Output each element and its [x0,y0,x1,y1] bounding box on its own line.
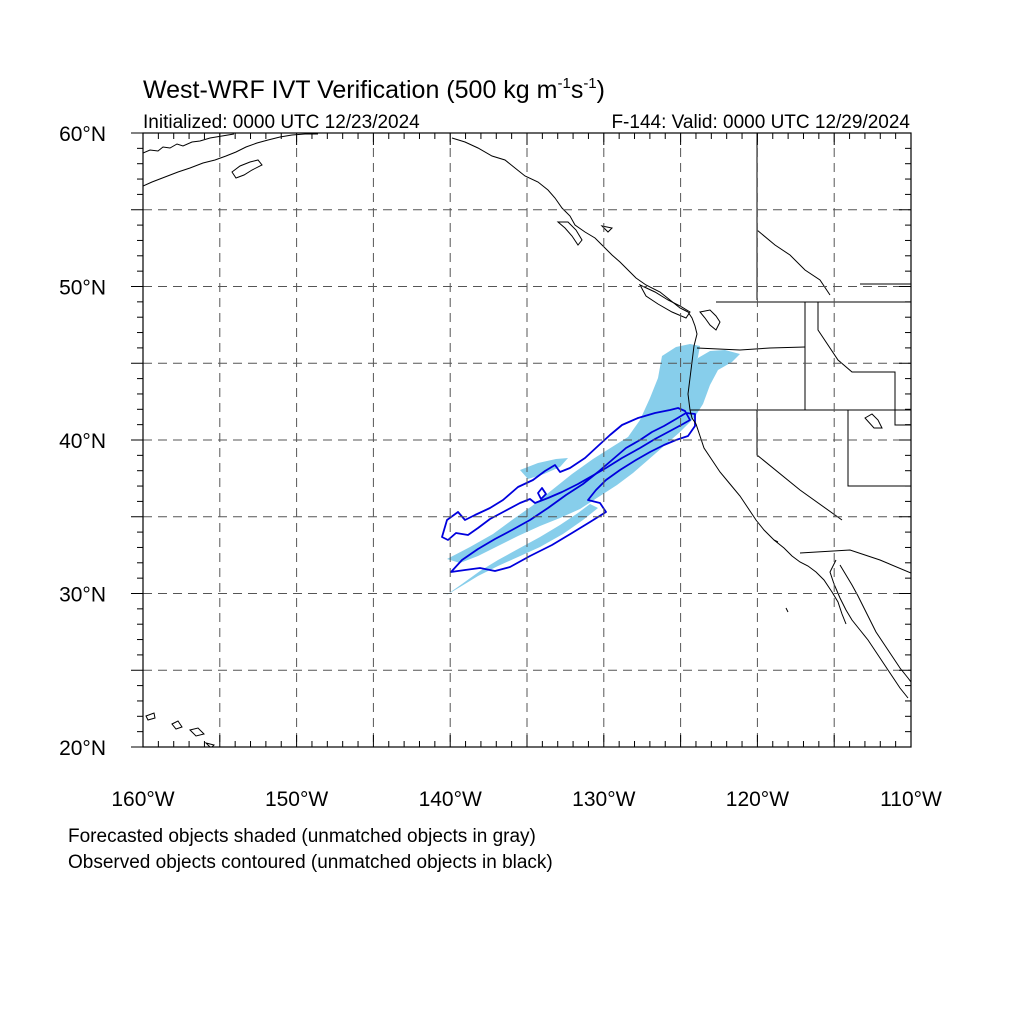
observed-objects [441,407,696,573]
forecast-object-tail [520,458,568,479]
axis-ticks [131,132,912,748]
observed-object-small [537,487,547,500]
border-nevada-utah [847,410,911,487]
observed-legend-note: Observed objects contoured (unmatched ob… [68,852,553,873]
border-washington-oregon [696,346,806,351]
lat-label: 60°N [59,123,106,146]
valid-time-label: F-144: Valid: 0000 UTC 12/29/2024 [611,112,910,133]
border-idaho [804,302,911,426]
init-time-label: Initialized: 0000 UTC 12/23/2024 [143,112,420,133]
lon-label: 120°W [726,788,789,811]
observed-object-north [441,407,691,541]
puget-sound [699,309,721,331]
forecast-object-lower [445,504,598,596]
border-canada-provinces [756,229,911,296]
coastlines [143,133,911,747]
kodiak-island [231,159,263,179]
lon-label: 140°W [419,788,482,811]
lon-label: 110°W [880,788,942,811]
forecast-legend-note: Forecasted objects shaded (unmatched obj… [68,826,536,847]
forecast-objects [445,344,740,596]
border-us-mexico [799,549,911,574]
forecast-object-main [447,350,740,563]
coast-baja-california [839,564,911,683]
map-title: West-WRF IVT Verification (500 kg m-1s-1… [143,75,605,104]
coast-alaska-southwest [143,133,318,187]
channel-islands [773,539,789,613]
coast-us-west [687,311,847,625]
coast-alaska-peninsula [143,133,235,154]
hawaii-islands [145,712,215,747]
coast-alaska-gulf [451,137,689,313]
lon-label: 160°W [111,788,174,811]
observed-object-south [450,412,696,573]
great-salt-lake [864,413,883,429]
lat-label: 40°N [59,430,106,453]
longitude-labels: 160°W 150°W 140°W 130°W 120°W 110°W [111,788,942,811]
lat-label: 30°N [59,584,106,607]
lat-label: 50°N [59,277,106,300]
lat-label: 20°N [59,737,106,760]
coast-bc-islands [556,221,614,246]
coast-baja-west [829,559,909,699]
latitude-labels: 60°N 50°N 40°N 30°N 20°N [59,123,106,760]
forecast-object-upper [628,344,700,437]
border-california-nevada [756,410,843,521]
lon-label: 130°W [572,788,635,811]
lon-label: 150°W [265,788,328,811]
lat-lon-gridlines [143,133,911,747]
vancouver-island [638,283,691,319]
